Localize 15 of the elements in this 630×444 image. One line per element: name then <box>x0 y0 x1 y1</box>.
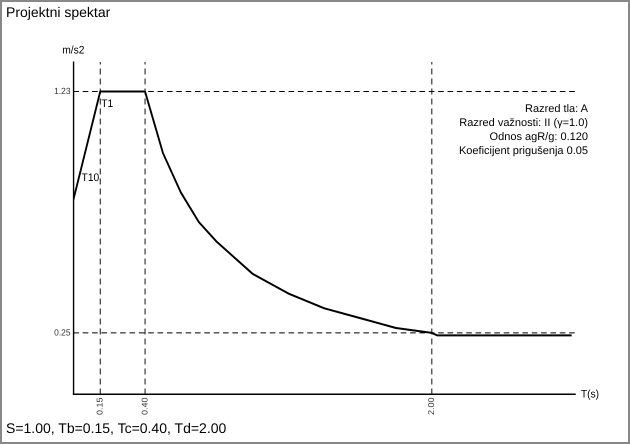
annotation: Koeficijent prigušenja 0.05 <box>458 144 588 158</box>
annotation: T10 <box>82 171 100 184</box>
chart-title: Projektni spektar <box>6 4 110 20</box>
annotation: Razred važnosti: II (γ=1.0) <box>458 116 588 130</box>
x-tick-label: 0.40 <box>140 397 150 415</box>
text: S=1.00, Tb=0.15, Tc=0.40, Td=2.00 <box>6 420 226 436</box>
x-tick-label: 0.15 <box>94 397 104 415</box>
x-tick-label: 2.00 <box>426 397 436 415</box>
annotation: T1 <box>101 98 114 110</box>
x-axis-title: T(s) <box>580 388 600 401</box>
annotation: Odnos agR/g: 0.120 <box>488 130 588 144</box>
y-tick-label: 0.25 <box>54 327 71 338</box>
y-axis-title: m/s2 <box>62 44 85 57</box>
y-tick-label: 1.23 <box>54 86 71 96</box>
annotation: Razred tla: A <box>524 102 588 116</box>
